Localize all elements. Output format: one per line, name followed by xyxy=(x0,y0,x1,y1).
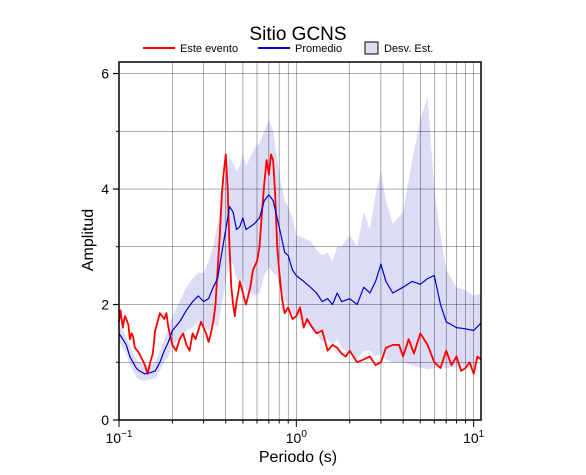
x-tick-label: 101 xyxy=(463,429,485,446)
legend-swatch-desv xyxy=(364,41,379,55)
y-tick-label: 2 xyxy=(101,297,109,313)
x-axis-label: Periodo (s) xyxy=(259,449,337,466)
series-line-promedio xyxy=(118,194,482,375)
legend-label-promedio: Promedio xyxy=(295,43,342,55)
legend-label-desv: Desv. Est. xyxy=(384,43,433,55)
x-tick-label: 10−1 xyxy=(106,429,133,446)
y-axis-label: Amplitud xyxy=(80,209,97,271)
legend-label-este: Este evento xyxy=(180,43,238,55)
series-line-este-evento xyxy=(118,153,482,375)
legend: Este evento Promedio Desv. Est. xyxy=(143,41,433,55)
plot-frame xyxy=(118,61,482,421)
grid-layer xyxy=(119,62,481,420)
y-tick-label: 0 xyxy=(101,412,109,428)
x-tick-label: 100 xyxy=(286,429,308,446)
std-dev-band xyxy=(119,96,481,381)
y-tick-label: 4 xyxy=(101,181,109,197)
y-tick-label: 6 xyxy=(101,66,109,82)
band-layer xyxy=(119,96,481,381)
chart-title: Sitio GCNS xyxy=(249,24,346,45)
series-layer xyxy=(118,153,482,375)
